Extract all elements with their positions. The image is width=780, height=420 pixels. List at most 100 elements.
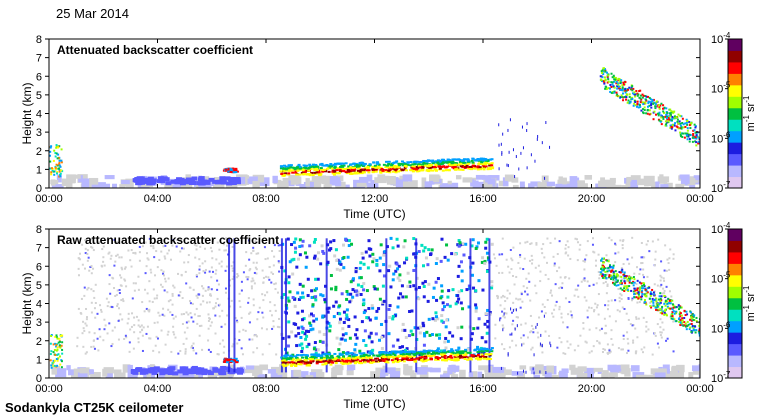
aerosol-cell <box>232 177 239 182</box>
noise-cell <box>505 312 508 315</box>
noise-cell <box>309 372 319 378</box>
cloud-cell <box>325 354 329 357</box>
noise-cell <box>484 372 495 378</box>
cloud-cell <box>421 166 425 169</box>
noise-cell <box>608 236 611 239</box>
cloud-cell <box>662 310 665 313</box>
cloud-cell <box>434 356 438 359</box>
noise-cell <box>656 284 659 287</box>
noise-cell <box>166 333 169 336</box>
cloud-cell <box>684 314 687 317</box>
noise-cell <box>582 327 585 330</box>
colorbar-segment <box>728 355 742 368</box>
noise-cell <box>592 345 595 348</box>
cloud-cell <box>648 104 651 107</box>
cloud-cell <box>397 354 401 357</box>
noise-cell <box>537 264 540 267</box>
noise-cell <box>308 244 312 248</box>
noise-cell <box>562 183 572 188</box>
cloud-cell <box>603 76 606 79</box>
noise-cell <box>310 289 314 293</box>
noise-cell <box>143 310 146 313</box>
noise-cell <box>641 256 644 259</box>
cloud-cell <box>695 141 698 144</box>
noise-cell <box>591 237 594 240</box>
cloud-cell <box>398 164 402 167</box>
cloud-cell <box>483 161 487 164</box>
noise-cell <box>405 347 409 351</box>
noise-cell <box>595 327 598 330</box>
cloud-cell <box>611 266 614 269</box>
cloud-cell <box>49 167 52 170</box>
aerosol-cell <box>153 366 160 371</box>
noise-cell <box>172 239 175 242</box>
noise-cell <box>636 374 647 378</box>
noise-cell <box>166 291 169 294</box>
noise-cell <box>89 266 92 269</box>
noise-cell <box>296 257 300 261</box>
noise-cell <box>297 297 301 301</box>
noise-cell <box>672 257 675 260</box>
speckle-cell <box>512 308 514 312</box>
noise-cell <box>249 176 258 185</box>
noise-cell <box>209 293 212 296</box>
cloud-cell <box>601 257 604 260</box>
cloud-cell <box>387 166 391 169</box>
cloud-cell <box>233 169 237 172</box>
noise-cell <box>312 319 316 323</box>
y-tick-label: 1 <box>36 354 42 366</box>
noise-cell <box>577 284 580 287</box>
noise-cell <box>334 288 338 292</box>
noise-cell <box>338 312 342 316</box>
cloud-cell <box>614 76 617 79</box>
noise-cell <box>140 324 143 327</box>
aerosol-cell <box>167 371 174 376</box>
noise-cell <box>579 243 582 246</box>
noise-cell <box>365 316 369 320</box>
noise-cell <box>338 342 342 346</box>
noise-cell <box>486 319 490 323</box>
cloud-cell <box>61 334 64 337</box>
noise-cell <box>417 285 421 289</box>
noise-cell <box>362 302 366 306</box>
noise-cell <box>88 269 91 272</box>
noise-cell <box>490 286 494 290</box>
cloud-cell <box>693 129 696 132</box>
cloud-cell <box>637 106 640 109</box>
noise-cell <box>115 241 118 244</box>
cloud-cell <box>605 71 608 74</box>
cloud-cell <box>680 306 683 309</box>
noise-cell <box>61 178 73 187</box>
noise-cell <box>204 260 207 263</box>
noise-cell <box>617 251 620 254</box>
noise-cell <box>503 311 506 314</box>
cloud-cell <box>441 358 445 361</box>
noise-cell <box>342 256 346 260</box>
cloud-cell <box>659 292 662 295</box>
cloud-cell <box>650 102 653 105</box>
cloud-cell <box>643 284 646 287</box>
noise-cell <box>440 349 444 353</box>
cloud-cell <box>52 170 55 173</box>
cloud-cell <box>660 295 663 298</box>
noise-cell <box>470 244 474 248</box>
noise-cell <box>327 306 331 310</box>
cloud-cell <box>648 113 651 116</box>
cloud-cell <box>348 361 352 364</box>
noise-cell <box>254 266 257 269</box>
noise-cell <box>645 325 648 328</box>
noise-cell <box>661 321 664 324</box>
noise-cell <box>470 332 474 336</box>
noise-cell <box>642 316 645 319</box>
noise-cell <box>238 300 241 303</box>
cloud-cell <box>399 162 403 165</box>
noise-cell <box>627 287 630 290</box>
noise-cell <box>474 247 478 251</box>
instrument-label: Sodankyla CT25K ceilometer <box>5 400 184 415</box>
noise-cell <box>209 246 212 249</box>
x-tick-label: 00:00 <box>686 383 714 395</box>
noise-cell <box>298 282 302 286</box>
cloud-cell <box>652 102 655 105</box>
cloud-cell <box>615 281 618 284</box>
cloud-cell <box>616 273 619 276</box>
